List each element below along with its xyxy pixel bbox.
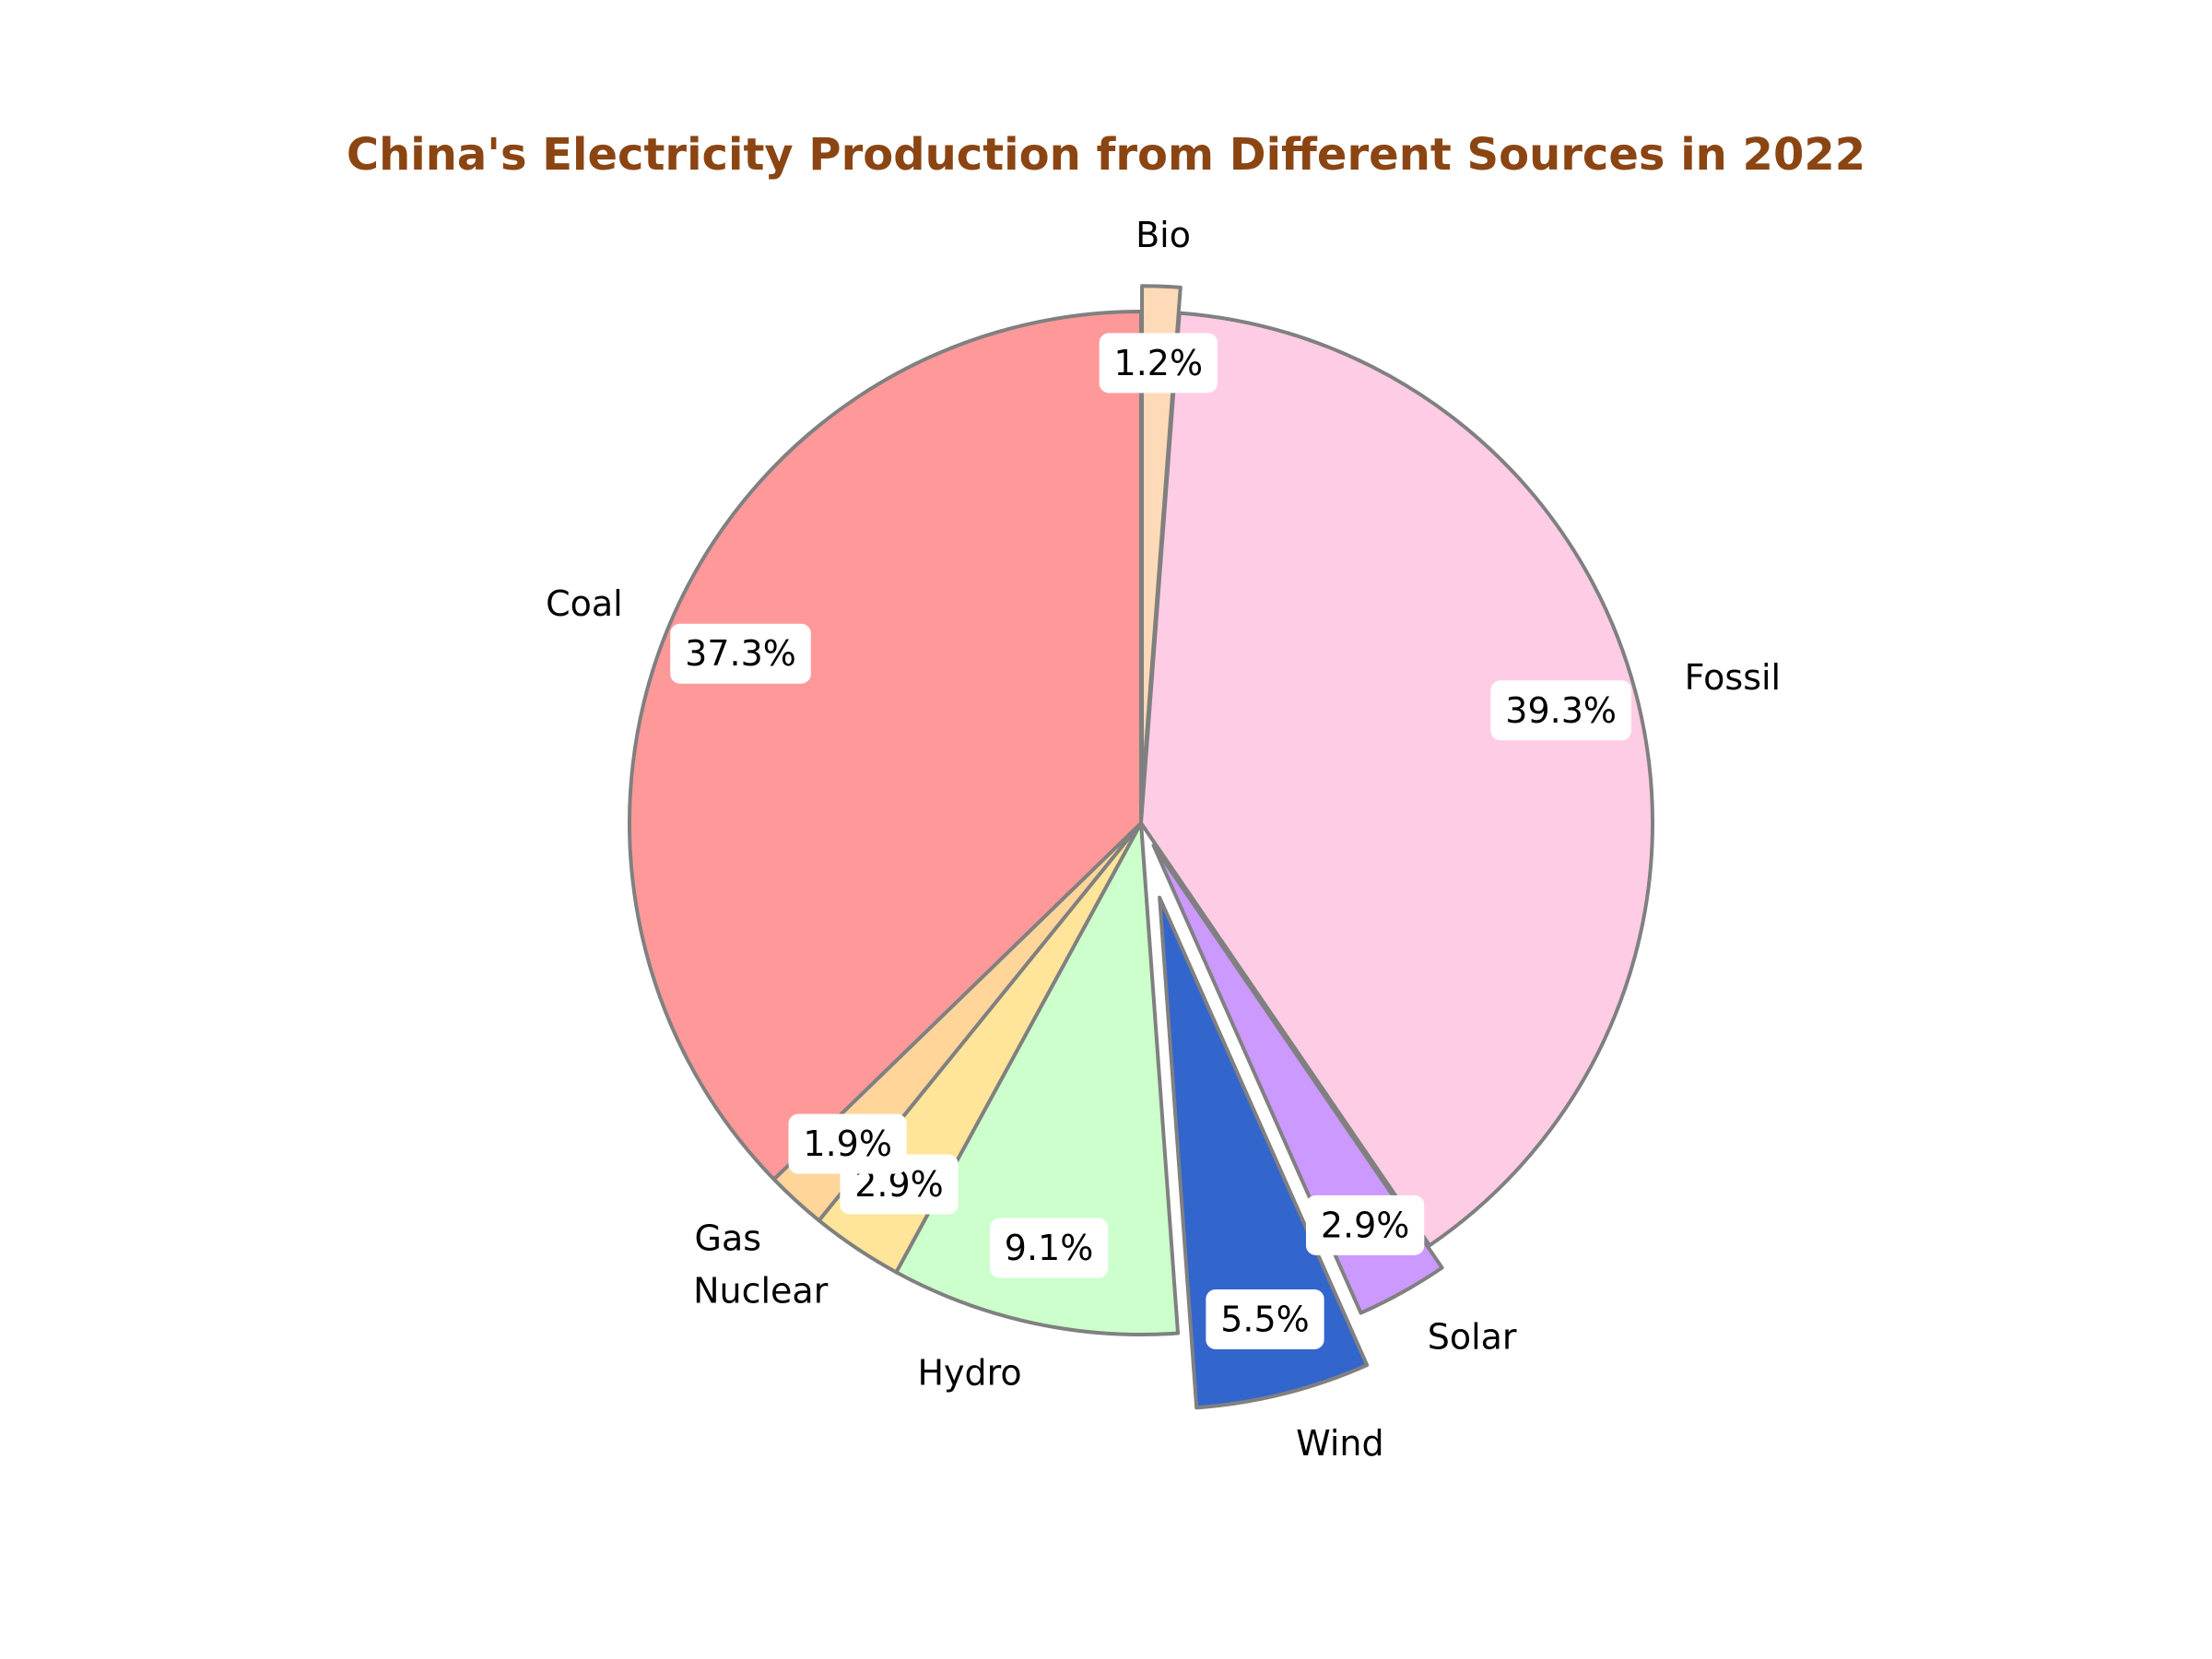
pie-slice-wind bbox=[1158, 895, 1370, 1410]
percent-labels: 1.2%39.3%2.9%5.5%9.1%2.9%1.9%37.3% bbox=[670, 333, 1631, 1349]
category-labels: Bio Fossil Solar Wind Hydro Nuclear Gas Coal bbox=[546, 215, 1781, 1464]
percent-label-box-solar bbox=[1306, 1194, 1425, 1255]
percent-label-box-coal bbox=[670, 623, 811, 684]
percent-label-wind: 5.5% bbox=[1220, 1299, 1310, 1339]
category-label-hydro: Hydro bbox=[917, 1353, 1021, 1394]
category-label-nuclear: Nuclear bbox=[693, 1270, 829, 1311]
pie-slice-hydro bbox=[894, 821, 1181, 1336]
percent-label-box-bio bbox=[1099, 333, 1218, 394]
category-label-wind: Wind bbox=[1296, 1423, 1384, 1464]
pie-slice-coal bbox=[628, 310, 1143, 1182]
percent-label-hydro: 9.1% bbox=[1005, 1228, 1094, 1268]
percent-label-gas: 1.9% bbox=[803, 1124, 892, 1164]
percent-label-box-fossil bbox=[1490, 680, 1631, 741]
percent-label-fossil: 39.3% bbox=[1505, 690, 1617, 731]
chart-title: China's Electricity Production from Diff… bbox=[346, 129, 1866, 181]
percent-label-box-hydro bbox=[989, 1218, 1109, 1278]
category-label-solar: Solar bbox=[1428, 1317, 1517, 1358]
category-label-fossil: Fossil bbox=[1685, 657, 1781, 698]
percent-label-coal: 37.3% bbox=[685, 633, 796, 674]
percent-label-solar: 2.9% bbox=[1321, 1205, 1410, 1245]
category-label-bio: Bio bbox=[1135, 215, 1191, 255]
percent-label-box-gas bbox=[788, 1113, 907, 1174]
pie-slice-fossil bbox=[1139, 311, 1654, 1248]
percent-label-bio: 1.2% bbox=[1114, 343, 1204, 383]
percent-label-box-wind bbox=[1206, 1288, 1324, 1349]
category-label-gas: Gas bbox=[695, 1218, 762, 1259]
pie-slices bbox=[628, 284, 1654, 1410]
category-label-coal: Coal bbox=[546, 583, 623, 624]
